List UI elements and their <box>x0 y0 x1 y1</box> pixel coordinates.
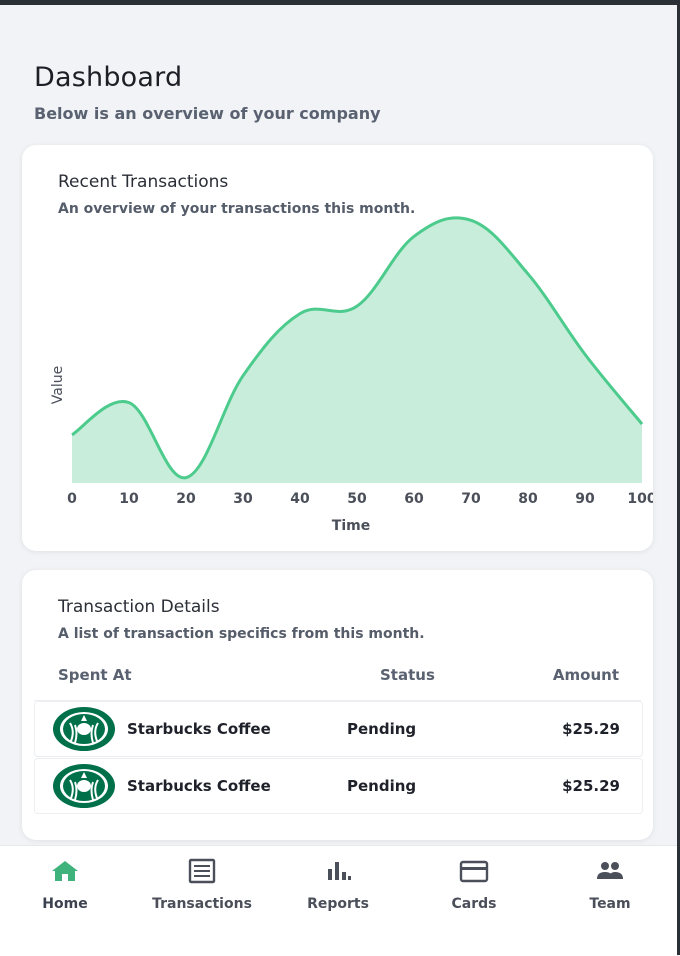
x-axis-ticks: 0 10 20 30 40 50 60 70 80 90 100 <box>67 491 653 507</box>
area-fill <box>72 217 642 484</box>
list-icon <box>188 858 216 884</box>
nav-item-home[interactable]: Home <box>5 858 125 918</box>
bottom-navigation: Home Transactions Reports Cards <box>0 845 677 956</box>
y-axis-label: Value <box>50 366 66 404</box>
transaction-status: Pending <box>347 720 417 738</box>
table-header: Spent At Status Amount <box>34 654 641 701</box>
bar-chart-icon <box>328 862 351 880</box>
transactions-area-chart: 0 10 20 30 40 50 60 70 80 90 100 Time Value <box>50 216 653 534</box>
x-tick-label: 80 <box>518 491 538 507</box>
transaction-details-card: Transaction Details A list of transactio… <box>22 570 653 840</box>
x-tick-label: 40 <box>290 491 310 507</box>
credit-card-icon <box>459 860 489 883</box>
nav-label-cards: Cards <box>451 896 497 912</box>
starbucks-logo <box>53 764 115 808</box>
nav-label-reports: Reports <box>307 896 369 912</box>
nav-label-team: Team <box>589 896 631 912</box>
transaction-amount: $25.29 <box>562 777 620 795</box>
nav-item-team[interactable]: Team <box>550 858 670 918</box>
nav-item-transactions[interactable]: Transactions <box>142 858 262 918</box>
x-tick-label: 50 <box>347 491 367 507</box>
x-axis-label: Time <box>332 518 370 534</box>
chart-card-subtitle: An overview of your transactions this mo… <box>58 201 416 217</box>
table-row[interactable]: Starbucks Coffee Pending $25.29 <box>34 758 643 814</box>
nav-label-transactions: Transactions <box>152 896 252 912</box>
transaction-amount: $25.29 <box>562 720 620 738</box>
column-header-amount: Amount <box>552 666 619 684</box>
x-tick-label: 70 <box>461 491 481 507</box>
chart-card-title: Recent Transactions <box>58 172 229 192</box>
x-tick-label: 60 <box>404 491 424 507</box>
column-header-status: Status <box>380 666 435 684</box>
x-tick-label: 30 <box>233 491 253 507</box>
table-card-subtitle: A list of transaction specifics from thi… <box>58 626 425 642</box>
page-title: Dashboard <box>34 62 183 93</box>
nav-label-home: Home <box>42 896 88 912</box>
merchant-name: Starbucks Coffee <box>127 720 271 738</box>
x-tick-label: 10 <box>119 491 139 507</box>
x-tick-label: 90 <box>575 491 595 507</box>
series-line <box>71 216 644 480</box>
x-tick-label: 100 <box>627 491 653 507</box>
nav-item-reports[interactable]: Reports <box>278 858 398 918</box>
right-edge <box>677 0 680 955</box>
page-subtitle: Below is an overview of your company <box>34 104 381 123</box>
column-header-spent-at: Spent At <box>58 666 132 684</box>
merchant-name: Starbucks Coffee <box>127 777 271 795</box>
people-icon <box>597 862 623 879</box>
starbucks-logo <box>53 707 115 751</box>
x-tick-label: 0 <box>67 491 77 507</box>
home-icon <box>52 861 78 881</box>
table-row[interactable]: Starbucks Coffee Pending $25.29 <box>34 701 643 757</box>
transaction-status: Pending <box>347 777 417 795</box>
top-edge <box>0 0 680 5</box>
table-card-title: Transaction Details <box>58 597 220 617</box>
recent-transactions-card: Recent Transactions An overview of your … <box>22 145 653 551</box>
x-tick-label: 20 <box>176 491 196 507</box>
nav-item-cards[interactable]: Cards <box>414 858 534 918</box>
